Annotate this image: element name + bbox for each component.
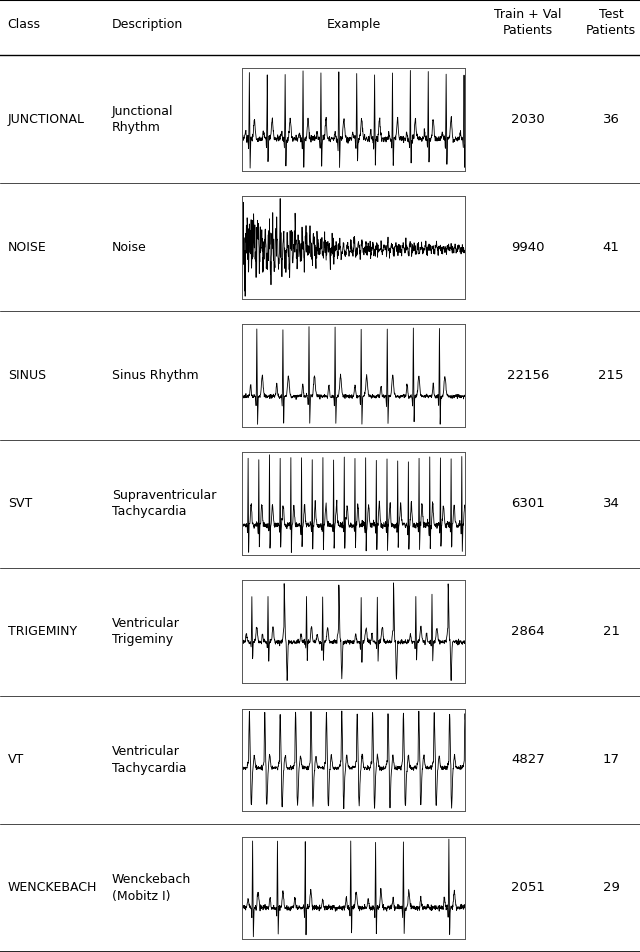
Text: SVT: SVT bbox=[8, 497, 32, 510]
Text: TRIGEMINY: TRIGEMINY bbox=[8, 625, 77, 638]
Text: 41: 41 bbox=[603, 241, 620, 254]
Text: Class: Class bbox=[8, 18, 41, 31]
Text: Ventricular
Tachycardia: Ventricular Tachycardia bbox=[112, 745, 186, 775]
Text: VT: VT bbox=[8, 753, 24, 766]
Text: 215: 215 bbox=[598, 369, 624, 382]
Text: Description: Description bbox=[112, 18, 183, 31]
Text: Test
Patients: Test Patients bbox=[586, 8, 636, 36]
Text: 36: 36 bbox=[603, 112, 620, 126]
Text: 2051: 2051 bbox=[511, 882, 545, 895]
Text: 22156: 22156 bbox=[507, 369, 549, 382]
Text: Noise: Noise bbox=[112, 241, 147, 254]
Text: Train + Val
Patients: Train + Val Patients bbox=[494, 8, 562, 36]
Text: Junctional
Rhythm: Junctional Rhythm bbox=[112, 105, 173, 134]
Text: 17: 17 bbox=[603, 753, 620, 766]
Text: 9940: 9940 bbox=[511, 241, 545, 254]
Text: 6301: 6301 bbox=[511, 497, 545, 510]
Text: Ventricular
Trigeminy: Ventricular Trigeminy bbox=[112, 617, 180, 646]
Text: SINUS: SINUS bbox=[8, 369, 46, 382]
Text: 21: 21 bbox=[603, 625, 620, 638]
Text: 29: 29 bbox=[603, 882, 620, 895]
Text: Example: Example bbox=[326, 18, 381, 31]
Text: 34: 34 bbox=[603, 497, 620, 510]
Text: Supraventricular
Tachycardia: Supraventricular Tachycardia bbox=[112, 489, 216, 518]
Text: JUNCTIONAL: JUNCTIONAL bbox=[8, 112, 84, 126]
Text: Sinus Rhythm: Sinus Rhythm bbox=[112, 369, 198, 382]
Text: 2864: 2864 bbox=[511, 625, 545, 638]
Text: WENCKEBACH: WENCKEBACH bbox=[8, 882, 97, 895]
Text: Wenckebach
(Mobitz I): Wenckebach (Mobitz I) bbox=[112, 873, 191, 902]
Text: 2030: 2030 bbox=[511, 112, 545, 126]
Text: 4827: 4827 bbox=[511, 753, 545, 766]
Text: NOISE: NOISE bbox=[8, 241, 47, 254]
